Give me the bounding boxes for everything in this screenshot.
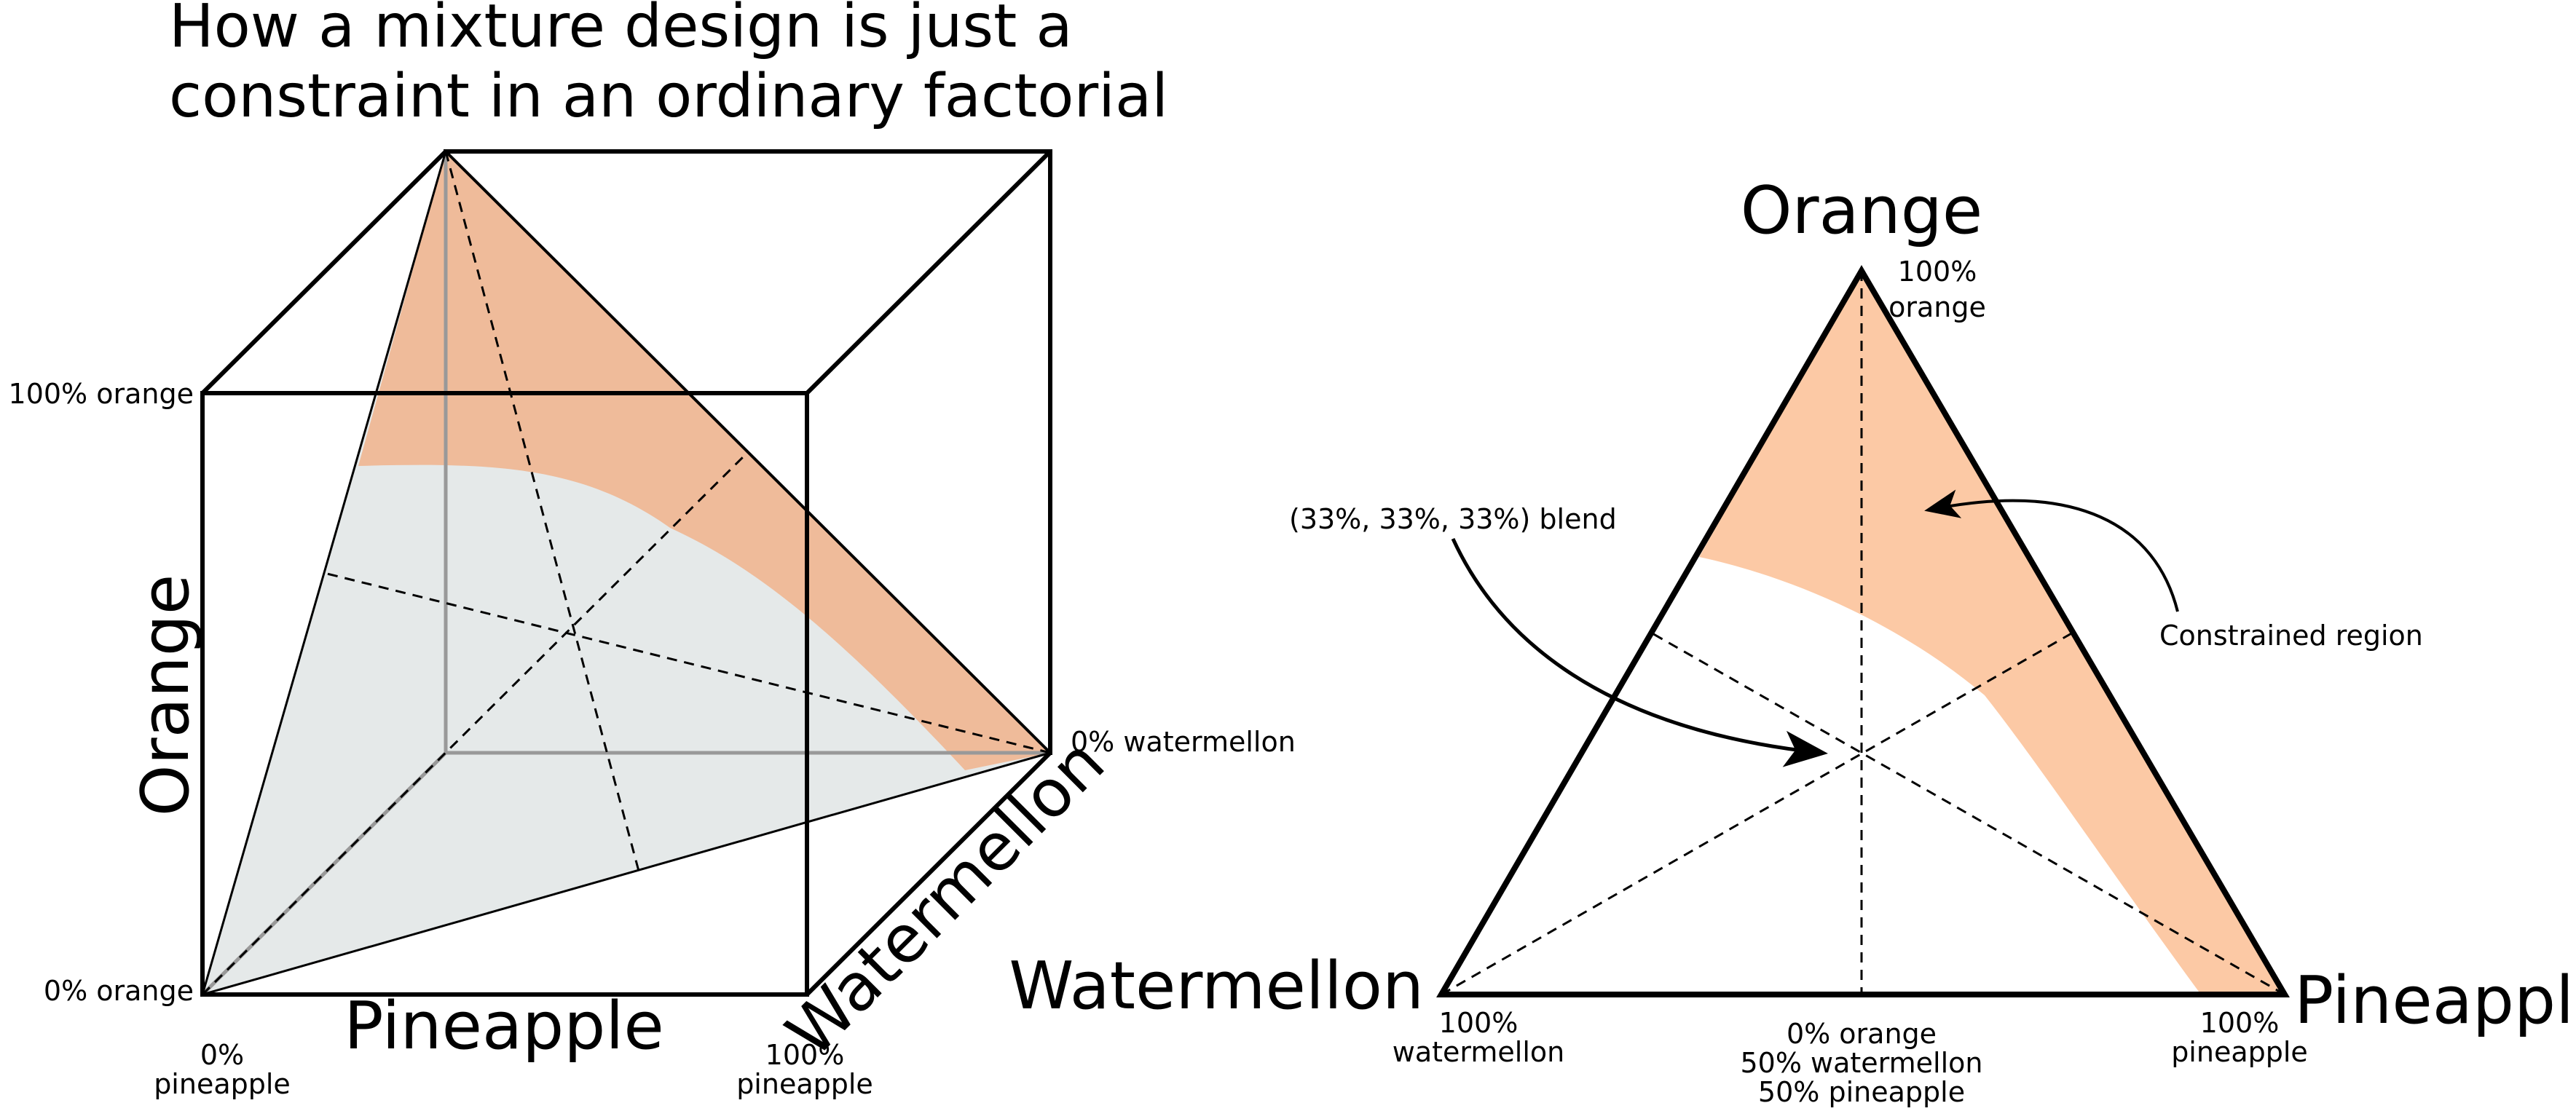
triangle-label-mid-l1: 0% orange	[1787, 1018, 1937, 1050]
cube-edge-top-right	[805, 149, 1052, 395]
triangle-label-100-orange-l1: 100%	[1898, 256, 1977, 288]
constrained-region-cube	[358, 151, 1050, 770]
triangle-outline	[1436, 265, 2290, 997]
cube-label-0-pineapple-l2: pineapple	[154, 1068, 291, 1100]
cube-label-100-pineapple-l2: pineapple	[736, 1068, 873, 1100]
triangle-vertex-pineapple: Pineapple	[2294, 962, 2576, 1039]
cube-front-face	[200, 391, 809, 997]
cube-edge-top-left	[200, 149, 448, 395]
triangle-medians	[1441, 271, 2285, 996]
triangle-label-100-watermellon-l2: watermellon	[1393, 1036, 1564, 1068]
triangle-label-mid-l2: 50% watermellon	[1741, 1047, 1983, 1079]
cube-edge-bottom-right	[805, 751, 1052, 997]
cube-medians	[201, 151, 1051, 996]
factorial-cube	[200, 149, 1052, 997]
triangle-label-100-watermellon-l1: 100%	[1439, 1007, 1519, 1039]
figure-title-line-2: constraint in an ordinary factorial	[169, 62, 1168, 131]
blend-arrow	[1451, 537, 1828, 767]
figure-title-line-1: How a mixture design is just a	[169, 0, 1073, 61]
triangle-vertex-orange: Orange	[1741, 173, 1983, 249]
cube-label-0-pineapple-l1: 0%	[200, 1039, 244, 1071]
triangle-label-100-orange-l2: orange	[1888, 291, 1986, 323]
triangle-label-100-pineapple-l1: 100%	[2200, 1007, 2280, 1039]
cube-label-0-watermellon: 0% watermellon	[1071, 726, 1296, 758]
cube-axis-orange: Orange	[127, 574, 204, 817]
cube-label-0-orange: 0% orange	[44, 975, 194, 1007]
cube-axis-pineapple: Pineapple	[344, 988, 664, 1064]
simplex-plane-edge	[444, 150, 1052, 754]
ternary-triangle	[1436, 265, 2290, 997]
triangle-label-mid-l3: 50% pineapple	[1758, 1076, 1965, 1108]
cube-label-100-pineapple-l1: 100%	[765, 1039, 845, 1071]
triangle-vertex-watermellon: Watermellon	[1009, 948, 1424, 1024]
annotation-constrained-region: Constrained region	[2159, 620, 2423, 652]
cube-label-100-orange: 100% orange	[9, 378, 194, 410]
constrained-region-arrow	[1924, 489, 2179, 612]
constrained-region	[1699, 271, 2285, 995]
triangle-label-100-pineapple-l2: pineapple	[2171, 1036, 2308, 1068]
annotation-blend: (33%, 33%, 33%) blend	[1289, 503, 1617, 535]
